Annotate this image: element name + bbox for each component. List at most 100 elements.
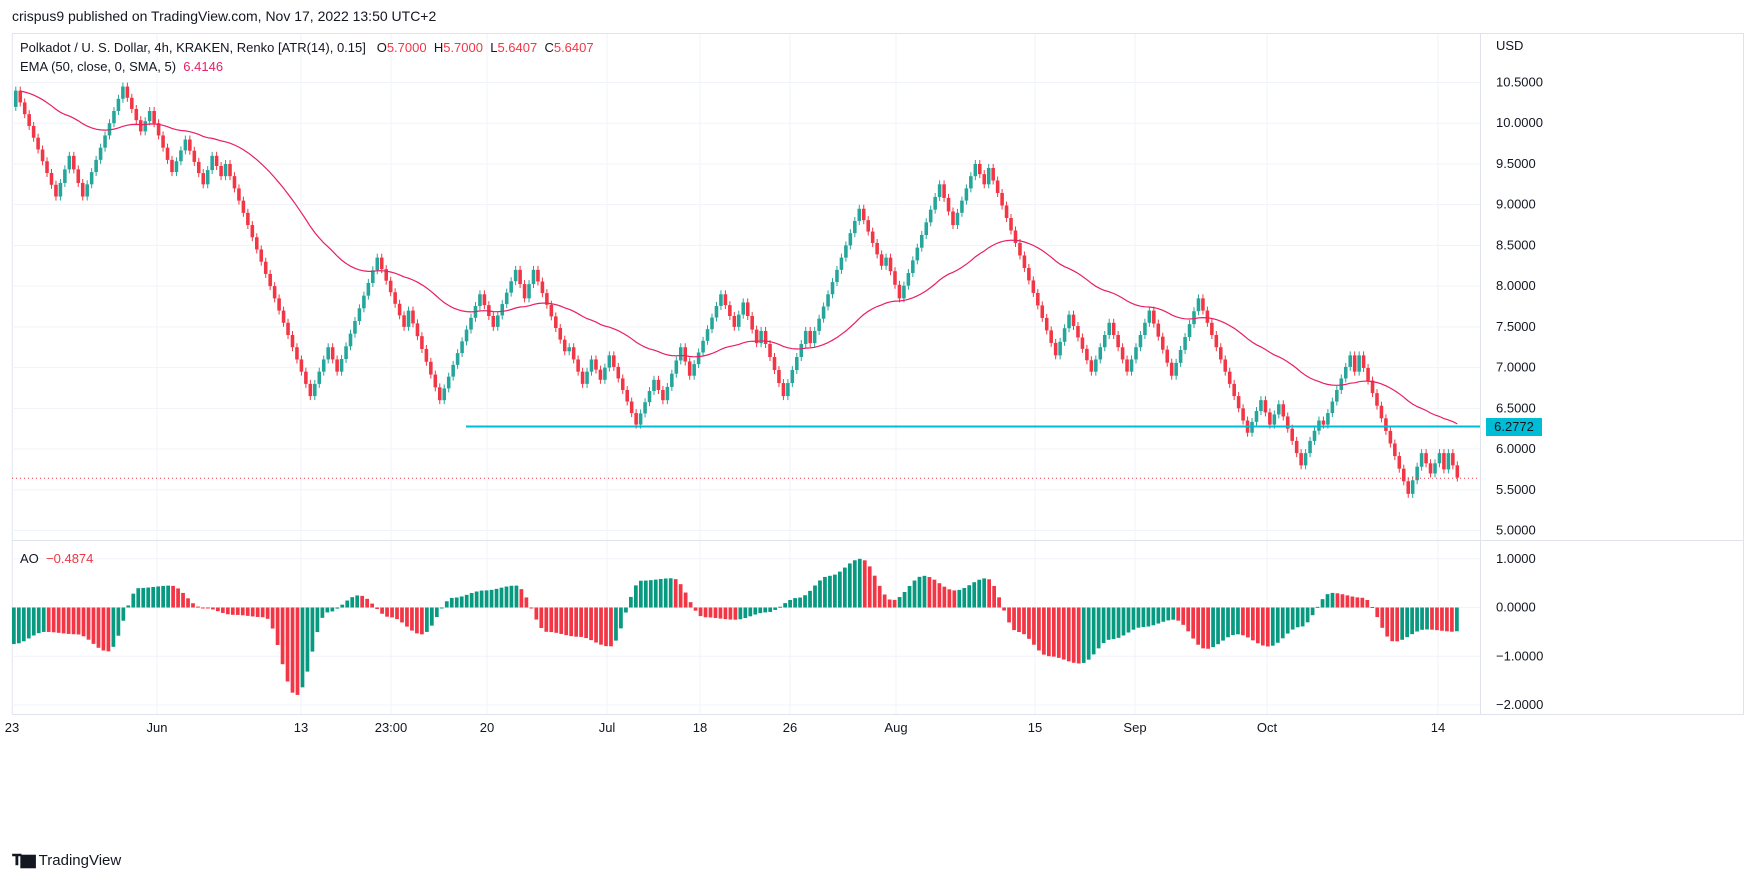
ao-bar — [847, 563, 852, 608]
renko-brick-down — [978, 163, 982, 175]
ao-bar — [1211, 607, 1215, 648]
ao-bar — [494, 588, 499, 608]
renko-brick-down — [482, 294, 487, 306]
ao-bar — [753, 607, 758, 615]
ao-bar — [106, 607, 111, 652]
renko-brick-down — [772, 357, 777, 371]
ao-bar — [1221, 607, 1225, 641]
renko-brick-down — [1205, 310, 1210, 323]
ao-bar — [245, 607, 250, 616]
ao-bar — [16, 607, 21, 644]
ao-bar — [862, 560, 867, 608]
ema-value: 6.4146 — [183, 59, 224, 74]
renko-brick-up — [1129, 359, 1134, 372]
tradingview-logo[interactable]: 𝐓▇ TradingView — [12, 852, 121, 869]
ao-bar — [663, 578, 668, 608]
ao-bar — [569, 607, 574, 637]
renko-brick-down — [991, 168, 995, 181]
renko-brick-up — [705, 329, 710, 341]
renko-brick-down — [31, 125, 36, 138]
ao-bar — [86, 607, 91, 640]
ema-label: EMA (50, close, 0, SMA, 5) — [20, 59, 177, 74]
renko-brick-down — [54, 184, 58, 197]
renko-brick-up — [179, 150, 183, 162]
renko-brick-down — [1401, 468, 1406, 482]
time-tick-label: 18 — [693, 720, 707, 735]
renko-brick-down — [616, 366, 621, 379]
price-tick-label: 7.5000 — [1496, 319, 1536, 334]
renko-brick-up — [313, 383, 317, 397]
ao-bar — [31, 607, 36, 636]
ao-bar — [380, 607, 384, 614]
ao-bar — [574, 607, 579, 637]
ao-bar — [937, 583, 942, 608]
renko-brick-down — [263, 261, 268, 274]
renko-brick-down — [745, 302, 750, 317]
ao-bar — [1226, 607, 1230, 638]
renko-brick-down — [1406, 481, 1411, 494]
renko-brick-down — [1214, 335, 1219, 348]
renko-brick-down — [1022, 255, 1027, 268]
renko-brick-down — [687, 361, 692, 376]
ao-bar — [1375, 607, 1380, 618]
renko-brick-down — [995, 180, 1000, 194]
renko-brick-up — [884, 257, 888, 266]
ao-bar — [1275, 607, 1280, 643]
ao-bar — [992, 586, 996, 608]
ao-bar — [713, 607, 718, 618]
renko-brick-up — [1410, 480, 1415, 494]
renko-brick-up — [1098, 347, 1103, 360]
renko-brick-up — [638, 413, 643, 425]
renko-brick-down — [397, 303, 402, 316]
renko-brick-down — [620, 378, 625, 390]
ao-bar — [415, 607, 419, 634]
renko-brick-up — [714, 305, 719, 318]
renko-brick-up — [826, 294, 830, 307]
renko-brick-down — [1071, 314, 1076, 327]
ao-bar — [539, 607, 544, 629]
price-tick-label: 10.0000 — [1496, 115, 1543, 130]
renko-brick-up — [1272, 414, 1277, 425]
renko-brick-up — [375, 257, 380, 271]
renko-brick-down — [1160, 336, 1165, 350]
renko-brick-down — [1031, 280, 1036, 293]
ao-bar — [1066, 607, 1071, 662]
ao-bar — [1251, 607, 1255, 641]
ao-bar — [439, 607, 444, 609]
renko-brick-down — [1044, 317, 1049, 331]
renko-brick-up — [1067, 314, 1071, 329]
ao-bar — [280, 607, 285, 665]
renko-brick-down — [1424, 453, 1428, 464]
ao-bar — [101, 607, 106, 651]
time-tick-label: Aug — [884, 720, 907, 735]
ao-bar — [216, 607, 220, 612]
ao-bar — [1246, 607, 1250, 638]
renko-brick-down — [255, 237, 259, 250]
ao-bar — [1305, 607, 1310, 623]
ao-bar — [305, 607, 310, 672]
renko-brick-down — [420, 336, 424, 349]
price-tick-label: 6.5000 — [1496, 400, 1536, 415]
ao-bar — [559, 607, 564, 634]
renko-brick-down — [571, 347, 576, 360]
renko-brick-up — [85, 184, 89, 197]
ao-bar — [176, 588, 180, 608]
renko-brick-down — [861, 208, 866, 221]
renko-brick-up — [799, 343, 804, 358]
renko-brick-down — [1223, 359, 1228, 372]
ao-bar — [1076, 607, 1081, 664]
price-tick-label: 7.0000 — [1496, 360, 1536, 375]
ao-bar — [1425, 607, 1429, 630]
ao-bar — [509, 585, 514, 608]
renko-brick-up — [567, 347, 571, 352]
ao-bar — [698, 607, 703, 617]
renko-brick-down — [768, 343, 772, 358]
renko-brick-down — [290, 335, 295, 348]
renko-brick-down — [558, 328, 563, 340]
ao-bar — [335, 607, 340, 609]
ao-bar — [897, 597, 902, 608]
renko-brick-down — [951, 211, 955, 226]
ao-bar — [808, 590, 812, 608]
ao-bar — [36, 607, 41, 634]
